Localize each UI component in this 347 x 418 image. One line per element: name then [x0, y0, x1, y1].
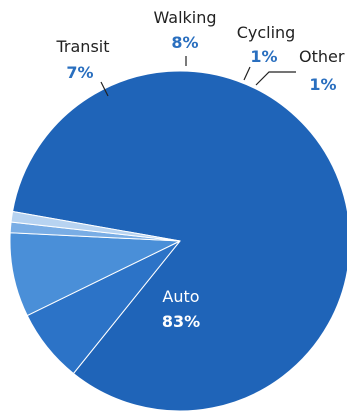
slice-percent-walking: 8% [171, 33, 198, 52]
pie-slice-other [10, 210, 181, 242]
slice-percent-transit: 7% [66, 63, 93, 82]
slice-label-transit: Transit [56, 37, 110, 56]
other-leader-line [255, 71, 296, 86]
cycling-leader-line [243, 66, 251, 81]
slice-label-other: Other [299, 47, 345, 66]
slice-percent-other: 1% [309, 75, 336, 94]
slice-label-auto: Auto [162, 287, 199, 306]
pie-slices [9, 70, 347, 412]
slice-percent-cycling: 1% [250, 47, 277, 66]
slice-label-walking: Walking [153, 8, 216, 27]
slice-label-cycling: Cycling [237, 23, 296, 42]
transit-leader-line [100, 81, 109, 97]
pie-slice-auto [11, 70, 347, 412]
slice-percent-auto: 83% [162, 312, 200, 331]
